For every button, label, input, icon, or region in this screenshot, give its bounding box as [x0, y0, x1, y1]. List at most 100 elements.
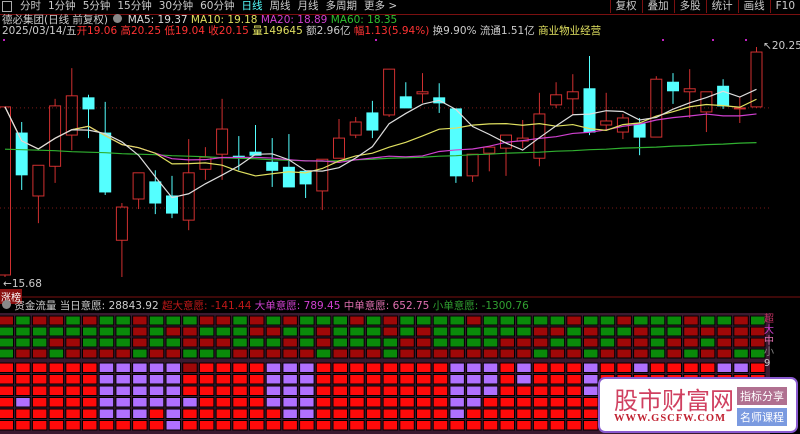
flow-cell: [15, 408, 31, 419]
flow-cell: [382, 385, 399, 396]
tab-4[interactable]: 30分钟: [158, 0, 194, 12]
tab-1[interactable]: 1分钟: [48, 0, 76, 12]
marker-dot: [375, 39, 377, 41]
flow-cell: [182, 362, 198, 373]
flow-cell: [365, 337, 382, 348]
open: 开19.06: [76, 25, 118, 37]
flow-cell: [232, 315, 248, 326]
flow-cell: [299, 385, 315, 396]
min-price-value: 15.68: [11, 278, 42, 290]
flow-cell: [716, 315, 733, 326]
tab-2[interactable]: 5分钟: [82, 0, 111, 12]
tab-9[interactable]: 多周期: [325, 0, 358, 12]
flow-cell: [349, 337, 365, 348]
flow-cell: [315, 337, 332, 348]
flow-cell: [466, 337, 482, 348]
flow-cell: [566, 362, 582, 373]
flow-cell: [332, 362, 348, 373]
flow-cell: [716, 348, 733, 359]
flow-cell: [733, 348, 749, 359]
flow-cell: [633, 326, 649, 337]
flow-cell: [482, 374, 499, 385]
flow-cell: [566, 337, 582, 348]
tab-3[interactable]: 15分钟: [117, 0, 152, 12]
flow-cell: [182, 408, 198, 419]
flow-cell: [332, 326, 348, 337]
flow-cell: [282, 385, 298, 396]
flow-cell: [416, 348, 432, 359]
flow-cell: [733, 362, 749, 373]
change: 幅1.13(5.94%): [353, 25, 430, 37]
tab-5[interactable]: 60分钟: [200, 0, 235, 12]
flow-cell: [82, 374, 98, 385]
flow-cell: [215, 385, 232, 396]
flow-cell: [48, 348, 65, 359]
flow-cell: [365, 315, 382, 326]
tab-6[interactable]: 日线: [241, 0, 263, 12]
flow-cell: [282, 362, 298, 373]
candle: [633, 123, 646, 138]
flow-cell: [198, 420, 215, 431]
flow-cell: [48, 362, 65, 373]
flow-cell: [499, 315, 515, 326]
flow-cell: [516, 315, 532, 326]
flow-cell: [15, 337, 31, 348]
settings-circle-icon[interactable]: [113, 14, 123, 23]
flow-cell: [449, 337, 465, 348]
flow-cell: [349, 408, 365, 419]
watermark-title: 股市财富网: [614, 387, 734, 415]
flow-cell: [249, 408, 265, 419]
flow-cell: [583, 385, 599, 396]
flow-cell: [499, 397, 515, 408]
flow-cell: [15, 385, 31, 396]
tab-7[interactable]: 周线: [269, 0, 291, 12]
flow-cell: [232, 362, 248, 373]
flow-cell: [15, 362, 31, 373]
flow-cell: [115, 348, 131, 359]
tag-indicator-share[interactable]: 指标分享: [737, 387, 787, 405]
flow-cell: [516, 385, 532, 396]
flow-cell: [98, 326, 115, 337]
flow-cell: [265, 385, 282, 396]
turnover: 换9.90%: [432, 25, 477, 37]
industry[interactable]: 商业物业经营: [538, 25, 602, 37]
flow-cell: [249, 397, 265, 408]
toolbar-button-2[interactable]: 多股: [673, 0, 706, 13]
indicator-name[interactable]: 资金流量: [14, 300, 57, 312]
flow-cell: [148, 374, 165, 385]
flow-cell: [232, 420, 248, 431]
flow-cell: [299, 337, 315, 348]
flow-cell: [315, 397, 332, 408]
candle: [282, 166, 295, 188]
flow-cell: [0, 348, 14, 359]
flow-cell: [516, 348, 532, 359]
collapse-icon[interactable]: [2, 300, 11, 309]
flow-cell: [299, 348, 315, 359]
marker-dot: [712, 39, 714, 41]
candle: [566, 91, 579, 100]
flow-cell: [249, 337, 265, 348]
tab-0[interactable]: 分时: [20, 0, 41, 12]
toolbar-button-4[interactable]: 画线: [737, 0, 770, 13]
menu-square-icon[interactable]: [2, 1, 12, 12]
flow-cell: [115, 337, 131, 348]
toolbar-button-1[interactable]: 叠加: [641, 0, 674, 13]
toolbar-button-0[interactable]: 复权: [609, 0, 642, 13]
candle: [15, 132, 28, 176]
toolbar-button-5[interactable]: F10: [769, 0, 800, 13]
flow-cell: [416, 337, 432, 348]
tab-10[interactable]: 更多 >: [364, 0, 398, 12]
flow-cell: [132, 374, 148, 385]
flow-cell: [215, 374, 232, 385]
flow-cell: [432, 385, 449, 396]
tab-8[interactable]: 月线: [297, 0, 319, 12]
toolbar-button-3[interactable]: 统计: [705, 0, 738, 13]
flow-cell: [549, 385, 566, 396]
flow-cell: [399, 362, 415, 373]
flow-cell: [182, 420, 198, 431]
flow-cell: [165, 408, 181, 419]
tag-teacher-course[interactable]: 名师课程: [737, 408, 787, 426]
flow-cell: [750, 348, 766, 359]
ma5-line: [4, 88, 757, 199]
